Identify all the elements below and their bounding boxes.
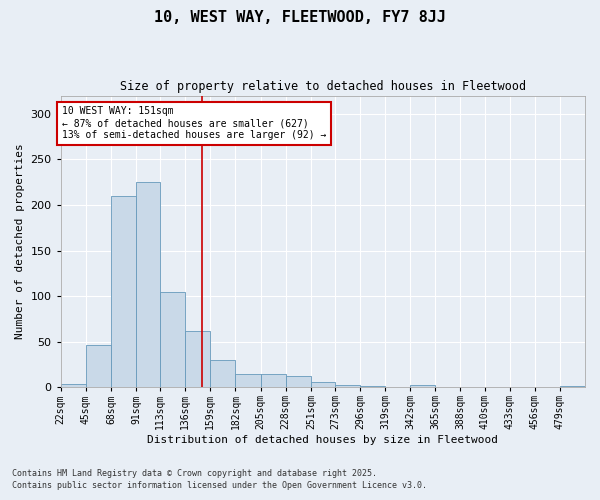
Bar [160, 292, 185, 387]
Bar [86, 346, 111, 387]
Bar [185, 330, 211, 387]
Bar [111, 196, 136, 387]
Bar [61, 384, 86, 387]
Bar [335, 384, 360, 387]
Bar [235, 374, 260, 387]
Bar [211, 360, 235, 387]
Bar [260, 374, 286, 387]
Y-axis label: Number of detached properties: Number of detached properties [15, 144, 25, 340]
Text: Contains HM Land Registry data © Crown copyright and database right 2025.
Contai: Contains HM Land Registry data © Crown c… [12, 468, 427, 490]
Bar [560, 386, 585, 387]
Bar [410, 386, 436, 387]
Text: 10 WEST WAY: 151sqm
← 87% of detached houses are smaller (627)
13% of semi-detac: 10 WEST WAY: 151sqm ← 87% of detached ho… [62, 106, 326, 140]
Bar [286, 376, 311, 387]
Title: Size of property relative to detached houses in Fleetwood: Size of property relative to detached ho… [120, 80, 526, 93]
Bar [360, 386, 385, 387]
Text: 10, WEST WAY, FLEETWOOD, FY7 8JJ: 10, WEST WAY, FLEETWOOD, FY7 8JJ [154, 10, 446, 25]
Bar [136, 182, 160, 387]
Bar [311, 382, 335, 387]
X-axis label: Distribution of detached houses by size in Fleetwood: Distribution of detached houses by size … [148, 435, 499, 445]
